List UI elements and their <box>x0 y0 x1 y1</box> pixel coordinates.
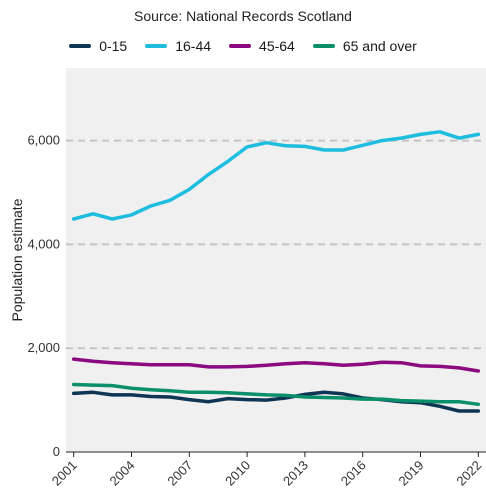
chart-legend: 0-15 16-44 45-64 65 and over <box>0 38 486 54</box>
x-tick-label-3: 2010 <box>222 458 253 489</box>
y-axis-title: Population estimate <box>9 198 25 321</box>
x-tick-label-2: 2007 <box>164 458 195 489</box>
y-tick-label-1: 2,000 <box>27 340 60 355</box>
x-tick-label-1: 2004 <box>107 458 138 489</box>
legend-item-0: 0-15 <box>69 38 127 54</box>
x-tick-label-5: 2016 <box>338 458 369 489</box>
x-tick-label-4: 2013 <box>280 458 311 489</box>
chart-subtitle: Source: National Records Scotland <box>134 8 352 24</box>
legend-label-0: 0-15 <box>99 38 128 54</box>
y-tick-label-0: 0 <box>53 444 60 459</box>
legend-label-3: 65 and over <box>342 38 417 54</box>
series-line-65-and-over <box>71 382 481 407</box>
legend-swatch-1 <box>145 44 168 48</box>
legend-item-3: 65 and over <box>312 38 417 54</box>
x-tick-label-0: 2001 <box>49 458 80 489</box>
series-line-45-64 <box>71 357 481 373</box>
legend-swatch-2 <box>229 44 252 48</box>
legend-item-2: 45-64 <box>229 38 295 54</box>
legend-item-1: 16-44 <box>145 38 211 54</box>
legend-swatch-0 <box>69 44 92 48</box>
legend-swatch-3 <box>312 44 335 48</box>
legend-label-1: 16-44 <box>175 38 212 54</box>
y-tick-label-3: 6,000 <box>27 133 60 148</box>
legend-label-2: 45-64 <box>259 38 295 54</box>
y-tick-label-2: 4,000 <box>27 236 60 251</box>
x-tick-label-6: 2019 <box>396 458 427 489</box>
series-line-16-44 <box>71 130 481 221</box>
x-tick-label-7: 2022 <box>453 458 484 489</box>
